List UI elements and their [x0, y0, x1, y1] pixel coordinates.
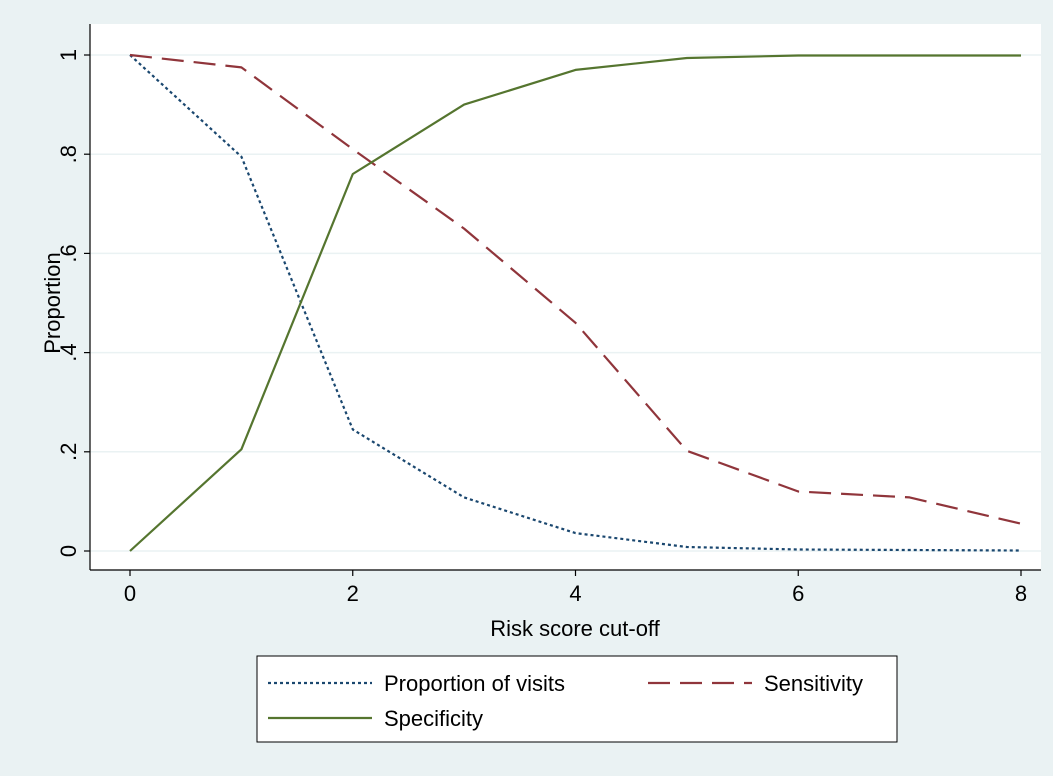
y-tick-label: .2 — [56, 443, 81, 461]
series-layer — [129, 53, 1022, 552]
grid-lines — [90, 54, 1041, 552]
y-tick-label: 1 — [56, 49, 81, 61]
y-tick-label: .8 — [56, 145, 81, 163]
y-axis-title: Proportion — [40, 252, 65, 354]
y-tick-label: 0 — [56, 545, 81, 557]
x-tick-label: 0 — [124, 581, 136, 606]
x-tick-label: 2 — [347, 581, 359, 606]
legend-box — [256, 655, 898, 743]
legend-proportion-of-visits-label: Proportion of visits — [384, 671, 565, 696]
legend: Proportion of visits Sensitivity Specifici… — [256, 655, 898, 743]
series-line-specificity — [129, 54, 1021, 552]
legend-sensitivity-label: Sensitivity — [764, 671, 863, 696]
axes: 0 .2 .4 .6 .8 1 0 2 4 6 8 — [56, 24, 1041, 606]
series-line-sensitivity — [129, 53, 1022, 525]
x-axis-title: Risk score cut-off — [490, 616, 660, 641]
series-line-proportion-of-visits — [129, 54, 1022, 552]
x-tick-label: 6 — [792, 581, 804, 606]
legend-specificity-label: Specificity — [384, 706, 483, 731]
x-tick-label: 8 — [1015, 581, 1027, 606]
x-tick-label: 4 — [569, 581, 581, 606]
y-tick-label: .6 — [56, 244, 81, 262]
plot-area — [90, 24, 1041, 570]
y-tick-label: .4 — [56, 343, 81, 361]
